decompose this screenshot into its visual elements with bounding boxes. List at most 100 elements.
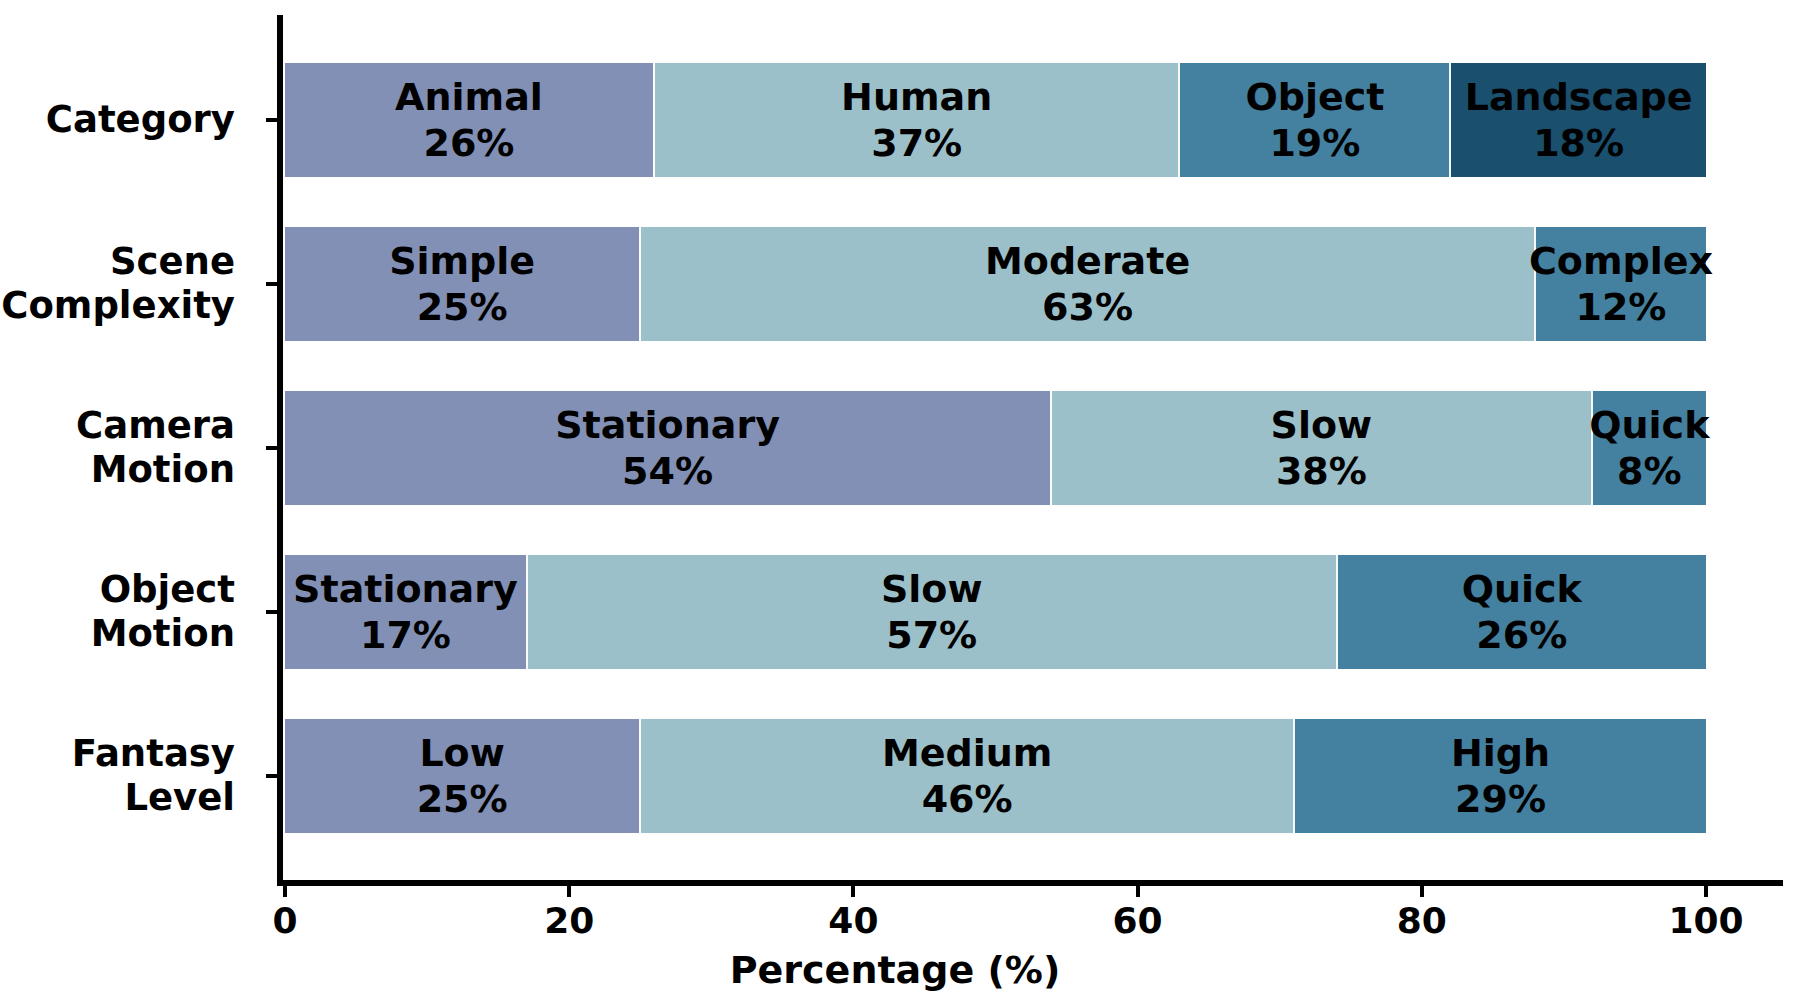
segment-value: 57%: [881, 612, 983, 658]
segment-name: Low: [417, 730, 508, 776]
segment-name: Stationary: [293, 566, 518, 612]
x-tick-mark: [567, 886, 571, 897]
bar-segment: Animal26%: [285, 63, 653, 177]
y-category-label-line: Scene: [0, 240, 235, 284]
bar-segment: Slow57%: [526, 555, 1336, 669]
y-category-label: FantasyLevel: [0, 732, 235, 820]
segment-value: 37%: [841, 120, 992, 166]
segment-name: Landscape: [1465, 74, 1693, 120]
segment-value: 63%: [985, 284, 1190, 330]
segment-name: Object: [1245, 74, 1384, 120]
segment-value: 25%: [389, 284, 535, 330]
segment-value: 19%: [1245, 120, 1384, 166]
segment-name: Complex: [1529, 238, 1713, 284]
x-tick-label: 0: [272, 900, 297, 941]
bar-segment: Stationary17%: [285, 555, 526, 669]
x-tick-label: 80: [1397, 900, 1447, 941]
x-axis-spine: [277, 880, 1783, 886]
segment-value: 17%: [293, 612, 518, 658]
x-tick-mark: [851, 886, 855, 897]
segment-value: 26%: [395, 120, 543, 166]
y-category-label-line: Category: [0, 98, 235, 142]
segment-name: Slow: [1271, 402, 1373, 448]
bar-segment: Medium46%: [639, 719, 1293, 833]
segment-label: Slow38%: [1271, 402, 1373, 494]
segment-name: Simple: [389, 238, 535, 284]
segment-label: Quick26%: [1462, 566, 1582, 658]
y-category-label-line: Motion: [0, 448, 235, 492]
segment-label: Human37%: [841, 74, 992, 166]
bar-segment: Landscape18%: [1449, 63, 1706, 177]
x-tick-label: 60: [1113, 900, 1163, 941]
segment-label: Landscape18%: [1465, 74, 1693, 166]
segment-value: 26%: [1462, 612, 1582, 658]
segment-label: Animal26%: [395, 74, 543, 166]
bar-row: Stationary17%Slow57%Quick26%: [285, 555, 1706, 669]
segment-value: 54%: [555, 448, 780, 494]
segment-name: High: [1451, 730, 1550, 776]
segment-name: Stationary: [555, 402, 780, 448]
y-category-label-line: Level: [0, 776, 235, 820]
x-tick-mark: [1704, 886, 1708, 897]
bar-row: Simple25%Moderate63%Complex12%: [285, 227, 1706, 341]
y-tick-mark: [266, 774, 277, 778]
x-tick-label: 40: [828, 900, 878, 941]
y-category-label-line: Fantasy: [0, 732, 235, 776]
bar-row: Animal26% Human37% Object19% Landscape18%: [285, 63, 1706, 177]
y-category-label: SceneComplexity: [0, 240, 235, 328]
bar-segment: Stationary54%: [285, 391, 1050, 505]
segment-label: Quick8%: [1589, 402, 1709, 494]
segment-name: Human: [841, 74, 992, 120]
bar-segment: Quick8%: [1591, 391, 1706, 505]
y-tick-mark: [266, 282, 277, 286]
bar-segment: Human37%: [653, 63, 1179, 177]
x-tick-mark: [1420, 886, 1424, 897]
y-tick-mark: [266, 118, 277, 122]
bar-row: Low25% Medium46% High29%: [285, 719, 1706, 833]
segment-name: Moderate: [985, 238, 1190, 284]
x-tick-label: 100: [1668, 900, 1743, 941]
bar-segment: Simple25%: [285, 227, 639, 341]
bar-segment: High29%: [1293, 719, 1706, 833]
y-category-label-line: Object: [0, 568, 235, 612]
bar-segment: Object19%: [1178, 63, 1449, 177]
x-tick-label: 20: [544, 900, 594, 941]
y-category-label-line: Camera: [0, 404, 235, 448]
x-axis-title: Percentage (%): [730, 948, 1061, 992]
segment-label: Complex12%: [1529, 238, 1713, 330]
y-category-label-line: Complexity: [0, 284, 235, 328]
segment-value: 25%: [417, 776, 508, 822]
segment-label: Object19%: [1245, 74, 1384, 166]
bar-row: Stationary54% Slow38% Quick8%: [285, 391, 1706, 505]
segment-value: 46%: [882, 776, 1052, 822]
y-axis-spine: [277, 15, 283, 886]
x-tick-mark: [1136, 886, 1140, 897]
segment-name: Medium: [882, 730, 1052, 776]
bar-segment: Quick26%: [1336, 555, 1706, 669]
y-category-label: ObjectMotion: [0, 568, 235, 656]
segment-value: 8%: [1589, 448, 1709, 494]
bar-segment: Low25%: [285, 719, 639, 833]
y-category-label-line: Motion: [0, 612, 235, 656]
segment-name: Quick: [1589, 402, 1709, 448]
segment-name: Animal: [395, 74, 543, 120]
segment-value: 12%: [1529, 284, 1713, 330]
bar-segment: Moderate63%: [639, 227, 1534, 341]
segment-label: Medium46%: [882, 730, 1052, 822]
y-category-label: Category: [0, 98, 235, 142]
segment-name: Quick: [1462, 566, 1582, 612]
segment-label: Simple25%: [389, 238, 535, 330]
x-tick-mark: [283, 886, 287, 897]
segment-label: Stationary17%: [293, 566, 518, 658]
segment-value: 29%: [1451, 776, 1550, 822]
segment-label: Stationary54%: [555, 402, 780, 494]
bar-segment: Slow38%: [1050, 391, 1590, 505]
bar-segment: Complex12%: [1534, 227, 1706, 341]
segment-value: 18%: [1465, 120, 1693, 166]
segment-label: Low25%: [417, 730, 508, 822]
y-tick-mark: [266, 446, 277, 450]
segment-label: High29%: [1451, 730, 1550, 822]
y-category-label: CameraMotion: [0, 404, 235, 492]
segment-name: Slow: [881, 566, 983, 612]
stacked-bar-chart: CategorySceneComplexityCameraMotionObjec…: [0, 0, 1800, 1000]
